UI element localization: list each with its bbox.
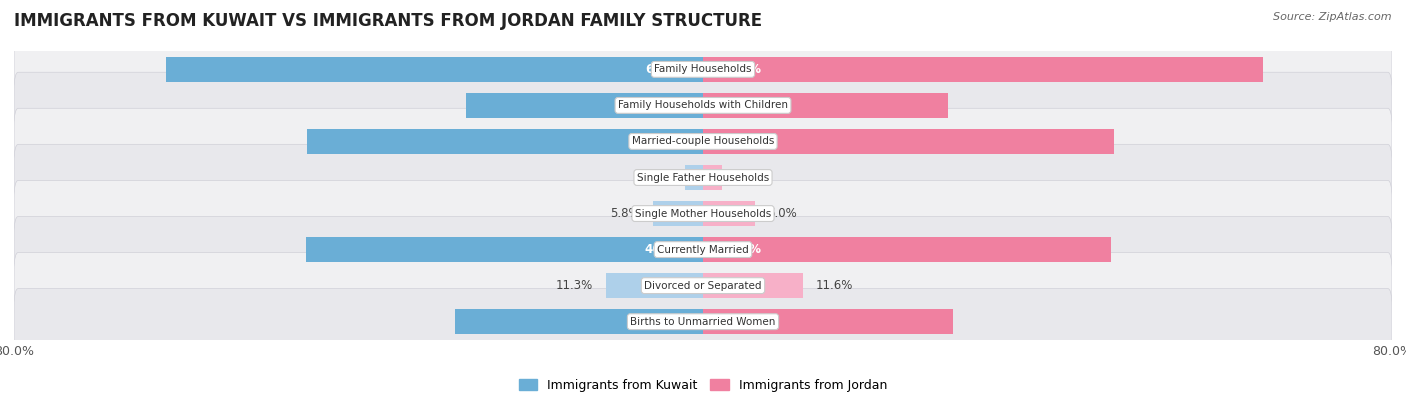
Text: Currently Married: Currently Married xyxy=(657,245,749,255)
FancyBboxPatch shape xyxy=(14,36,1392,103)
Bar xyxy=(703,201,755,226)
Bar xyxy=(307,129,703,154)
FancyBboxPatch shape xyxy=(14,72,1392,139)
Bar xyxy=(652,201,703,226)
Text: 28.8%: 28.8% xyxy=(645,315,686,328)
Text: 62.4%: 62.4% xyxy=(645,63,686,76)
Bar xyxy=(703,273,803,298)
Text: Single Mother Households: Single Mother Households xyxy=(636,209,770,218)
Text: 2.2%: 2.2% xyxy=(735,171,765,184)
Bar xyxy=(703,309,953,334)
Bar xyxy=(703,57,1263,82)
Text: 6.0%: 6.0% xyxy=(768,207,797,220)
Bar xyxy=(307,237,703,262)
Text: 47.7%: 47.7% xyxy=(720,135,761,148)
Bar xyxy=(703,165,721,190)
FancyBboxPatch shape xyxy=(14,252,1392,319)
Bar xyxy=(703,237,1111,262)
Text: 11.3%: 11.3% xyxy=(555,279,593,292)
Text: Family Households with Children: Family Households with Children xyxy=(619,100,787,111)
FancyBboxPatch shape xyxy=(14,144,1392,211)
Legend: Immigrants from Kuwait, Immigrants from Jordan: Immigrants from Kuwait, Immigrants from … xyxy=(513,374,893,395)
FancyBboxPatch shape xyxy=(14,181,1392,247)
Bar xyxy=(456,309,703,334)
Text: 27.5%: 27.5% xyxy=(645,99,686,112)
Bar xyxy=(703,93,948,118)
Text: 47.4%: 47.4% xyxy=(720,243,761,256)
Text: 46.1%: 46.1% xyxy=(645,243,686,256)
Text: Single Father Households: Single Father Households xyxy=(637,173,769,182)
FancyBboxPatch shape xyxy=(14,288,1392,355)
Text: 11.6%: 11.6% xyxy=(815,279,853,292)
Bar xyxy=(166,57,703,82)
Bar xyxy=(685,165,703,190)
FancyBboxPatch shape xyxy=(14,108,1392,175)
Bar xyxy=(606,273,703,298)
Text: IMMIGRANTS FROM KUWAIT VS IMMIGRANTS FROM JORDAN FAMILY STRUCTURE: IMMIGRANTS FROM KUWAIT VS IMMIGRANTS FRO… xyxy=(14,12,762,30)
Text: Source: ZipAtlas.com: Source: ZipAtlas.com xyxy=(1274,12,1392,22)
Text: Divorced or Separated: Divorced or Separated xyxy=(644,280,762,291)
Text: 65.0%: 65.0% xyxy=(720,63,761,76)
Text: 46.0%: 46.0% xyxy=(645,135,686,148)
Text: 2.1%: 2.1% xyxy=(643,171,672,184)
Text: 29.0%: 29.0% xyxy=(720,315,761,328)
Text: Births to Unmarried Women: Births to Unmarried Women xyxy=(630,317,776,327)
Text: 28.4%: 28.4% xyxy=(720,99,761,112)
Text: 5.8%: 5.8% xyxy=(610,207,640,220)
FancyBboxPatch shape xyxy=(14,216,1392,283)
Bar xyxy=(703,129,1114,154)
Text: Married-couple Households: Married-couple Households xyxy=(631,136,775,147)
Bar xyxy=(467,93,703,118)
Text: Family Households: Family Households xyxy=(654,64,752,74)
